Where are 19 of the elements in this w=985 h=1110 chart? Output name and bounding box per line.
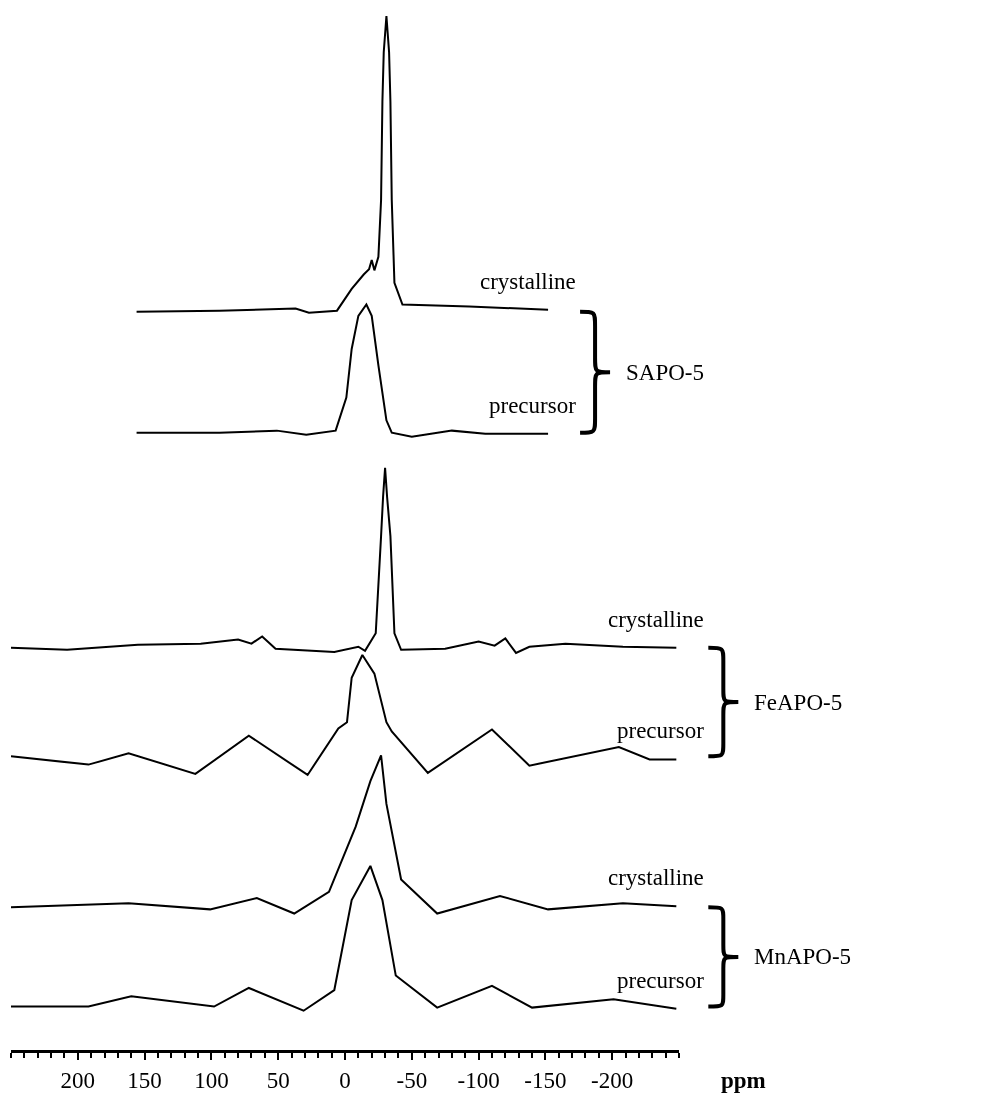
x-tick-label: 100 [194, 1067, 229, 1093]
x-tick-label: 150 [127, 1067, 162, 1093]
series-label: precursor [617, 718, 705, 743]
series-label: precursor [617, 968, 705, 993]
text: MnAPO-5 [754, 944, 852, 969]
series-label: crystalline [480, 269, 576, 294]
x-tick-label: -200 [591, 1067, 634, 1093]
x-tick-label: 0 [339, 1067, 351, 1093]
x-axis-title: ppm [721, 1068, 766, 1093]
x-tick-label: 50 [266, 1067, 290, 1093]
series-label: crystalline [608, 607, 704, 632]
x-tick-label: 200 [60, 1067, 96, 1093]
series-label: precursor [489, 393, 577, 418]
x-tick-label: -150 [524, 1067, 567, 1093]
x-tick-label: -100 [457, 1067, 500, 1093]
x-tick-label: -50 [396, 1067, 428, 1093]
series-label: crystalline [608, 865, 704, 890]
text: FeAPO-5 [754, 690, 843, 715]
annotation: SAPO-5 [626, 360, 704, 385]
